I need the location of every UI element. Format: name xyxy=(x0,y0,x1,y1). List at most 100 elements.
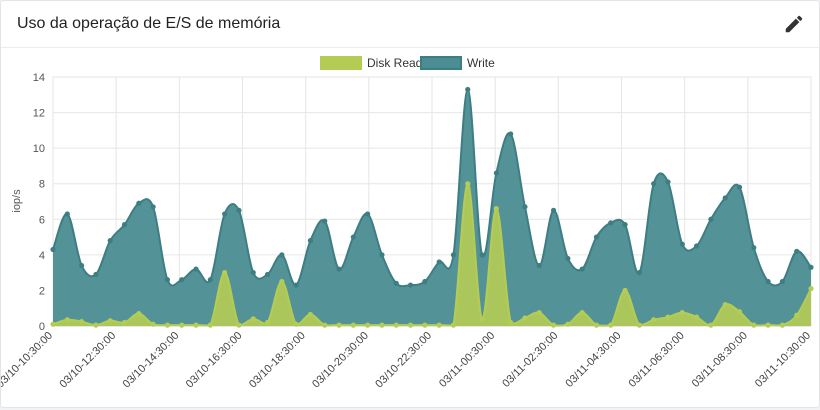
disk-read-point[interactable] xyxy=(479,316,485,322)
disk-read-point[interactable] xyxy=(565,321,571,327)
disk-read-point[interactable] xyxy=(465,181,471,187)
disk-read-point[interactable] xyxy=(708,322,714,328)
disk-read-point[interactable] xyxy=(550,322,557,328)
disk-read-point[interactable] xyxy=(322,322,328,328)
disk-read-point[interactable] xyxy=(250,316,256,322)
disk-read-point[interactable] xyxy=(307,311,314,318)
write-point[interactable] xyxy=(322,218,328,224)
disk-read-point[interactable] xyxy=(365,322,371,328)
disk-read-point[interactable] xyxy=(751,322,757,328)
disk-read-point[interactable] xyxy=(579,310,585,316)
write-point[interactable] xyxy=(164,277,171,283)
disk-read-point[interactable] xyxy=(608,322,614,328)
write-point[interactable] xyxy=(407,282,414,288)
write-point[interactable] xyxy=(722,195,728,201)
write-point[interactable] xyxy=(708,216,714,222)
disk-read-point[interactable] xyxy=(593,322,600,328)
disk-read-point[interactable] xyxy=(107,318,113,324)
write-point[interactable] xyxy=(665,179,671,185)
disk-read-point[interactable] xyxy=(393,322,399,328)
disk-read-point[interactable] xyxy=(622,287,628,294)
disk-read-point[interactable] xyxy=(508,319,514,326)
disk-read-point[interactable] xyxy=(279,278,285,285)
disk-read-point[interactable] xyxy=(64,317,70,323)
disk-read-point[interactable] xyxy=(407,322,414,328)
write-point[interactable] xyxy=(264,271,271,278)
write-point[interactable] xyxy=(222,211,228,217)
disk-read-point[interactable] xyxy=(236,322,242,328)
write-point[interactable] xyxy=(64,211,70,217)
write-point[interactable] xyxy=(93,271,99,278)
write-point[interactable] xyxy=(207,277,213,283)
write-point[interactable] xyxy=(365,211,371,217)
write-point[interactable] xyxy=(636,270,642,276)
disk-read-point[interactable] xyxy=(136,310,142,317)
disk-read-point[interactable] xyxy=(150,321,156,327)
disk-read-point[interactable] xyxy=(379,322,385,328)
write-point[interactable] xyxy=(379,252,385,258)
write-point[interactable] xyxy=(465,86,471,93)
disk-read-point[interactable] xyxy=(450,322,457,328)
disk-read-point[interactable] xyxy=(79,318,85,325)
write-point[interactable] xyxy=(493,170,499,176)
write-point[interactable] xyxy=(565,255,571,262)
disk-read-point[interactable] xyxy=(536,310,542,316)
disk-read-point[interactable] xyxy=(336,322,342,328)
write-point[interactable] xyxy=(808,264,814,270)
write-point[interactable] xyxy=(250,270,256,276)
disk-read-point[interactable] xyxy=(679,310,685,316)
edit-button[interactable] xyxy=(783,13,805,35)
write-point[interactable] xyxy=(121,222,128,228)
write-point[interactable] xyxy=(236,207,242,213)
write-point[interactable] xyxy=(593,234,600,240)
disk-read-point[interactable] xyxy=(264,319,271,326)
write-point[interactable] xyxy=(536,262,542,269)
legend-item[interactable]: Write xyxy=(420,56,495,70)
disk-read-point[interactable] xyxy=(179,322,185,328)
write-point[interactable] xyxy=(179,277,185,283)
write-point[interactable] xyxy=(307,238,314,244)
write-point[interactable] xyxy=(479,252,485,258)
disk-read-point[interactable] xyxy=(207,322,213,328)
disk-read-point[interactable] xyxy=(736,309,743,315)
write-point[interactable] xyxy=(765,278,771,285)
disk-read-point[interactable] xyxy=(493,206,499,212)
write-point[interactable] xyxy=(679,241,685,247)
disk-read-point[interactable] xyxy=(722,302,728,308)
write-point[interactable] xyxy=(350,234,356,240)
disk-read-point[interactable] xyxy=(193,322,199,328)
legend-item[interactable]: Disk Read xyxy=(320,56,422,70)
write-point[interactable] xyxy=(336,266,342,272)
disk-read-point[interactable] xyxy=(522,315,528,321)
disk-read-point[interactable] xyxy=(121,319,128,326)
write-point[interactable] xyxy=(608,220,614,226)
disk-read-point[interactable] xyxy=(93,322,99,328)
disk-read-point[interactable] xyxy=(665,314,671,320)
write-point[interactable] xyxy=(293,282,299,288)
write-point[interactable] xyxy=(107,238,113,244)
disk-read-point[interactable] xyxy=(808,286,814,292)
disk-read-point[interactable] xyxy=(636,322,642,328)
disk-read-point[interactable] xyxy=(422,322,428,328)
write-point[interactable] xyxy=(150,204,156,210)
write-point[interactable] xyxy=(450,252,457,258)
write-point[interactable] xyxy=(422,278,428,285)
write-point[interactable] xyxy=(50,246,56,253)
disk-read-point[interactable] xyxy=(436,322,442,328)
write-point[interactable] xyxy=(736,184,743,190)
write-point[interactable] xyxy=(79,262,85,269)
write-point[interactable] xyxy=(193,266,199,272)
disk-read-point[interactable] xyxy=(293,321,299,327)
disk-read-point[interactable] xyxy=(765,322,771,328)
write-point[interactable] xyxy=(279,252,285,258)
disk-read-point[interactable] xyxy=(350,322,356,328)
write-point[interactable] xyxy=(751,245,757,251)
write-point[interactable] xyxy=(693,243,700,249)
write-point[interactable] xyxy=(651,181,657,187)
disk-read-point[interactable] xyxy=(222,270,228,276)
write-point[interactable] xyxy=(136,200,142,206)
write-point[interactable] xyxy=(393,280,399,286)
disk-read-point[interactable] xyxy=(50,321,56,327)
write-point[interactable] xyxy=(794,248,800,254)
disk-read-point[interactable] xyxy=(164,322,171,328)
